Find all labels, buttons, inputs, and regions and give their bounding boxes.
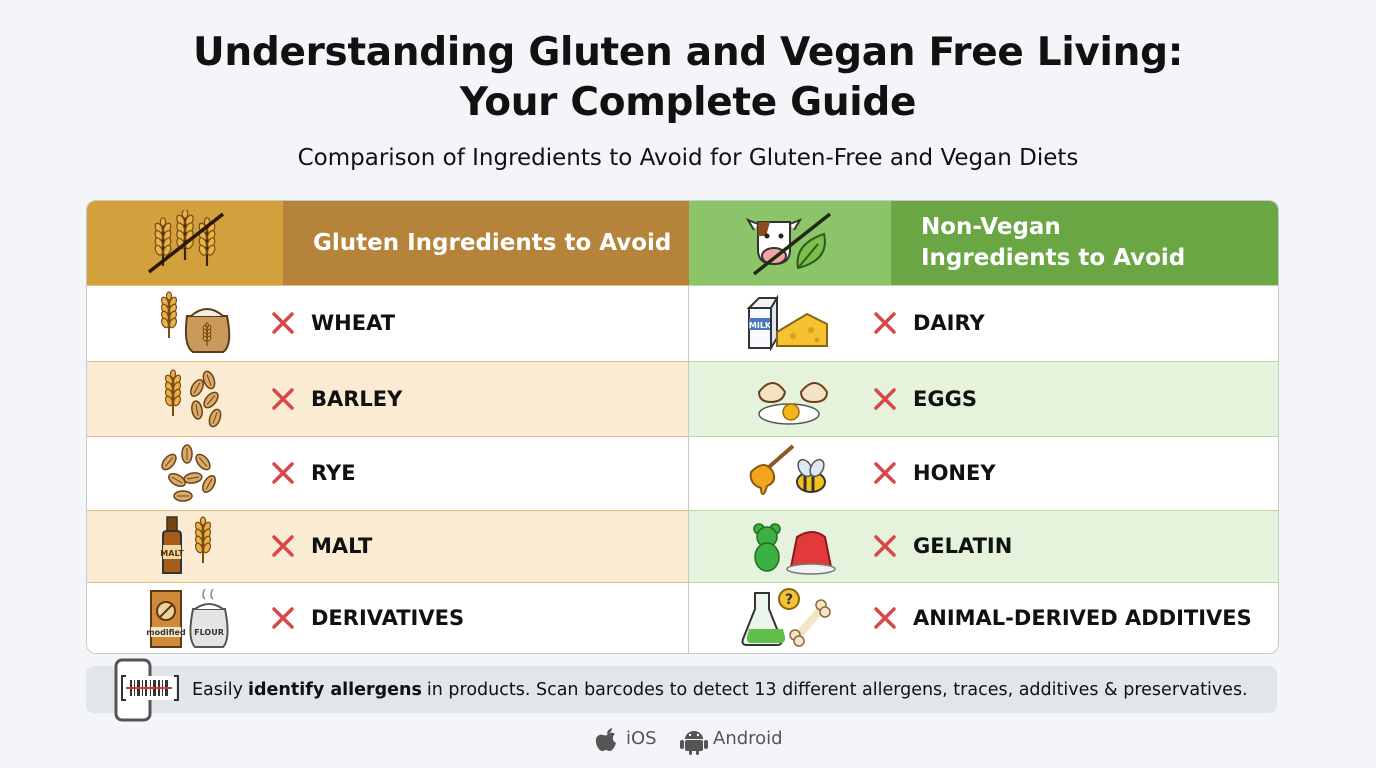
avoid-mark [272,387,294,410]
header-icon-cell [87,201,283,285]
platform-label: iOS [626,728,657,749]
ingredient-icon [164,368,222,427]
icon-cell [139,436,239,510]
icon-cell: MILK [741,285,841,361]
footer-text-part: Easily [192,679,243,700]
header-icon [745,212,832,276]
ingredient-label: DAIRY [913,311,985,335]
row-cell [87,361,689,436]
icon-cell: MALT [139,510,239,582]
ingredient-cell: DAIRY [873,285,985,361]
footer-text-part: in products. Scan barcodes to detect 13 … [426,679,1248,700]
title-line: Understanding Gluten and Vegan Free Livi… [193,30,1183,75]
icon-label: modified [146,628,186,637]
footer-banner: Easily identify allergens in products. S… [86,658,1277,722]
ingredient-label: MALT [311,534,373,558]
header-cell: Non-Vegan Ingredients to Avoid [891,201,1278,285]
avoid-mark [874,535,896,557]
icon-cell [741,510,841,582]
footer-text-bold: identify allergens [247,679,422,700]
title-line: Your Complete Guide [459,80,917,125]
avoid-mark [874,312,896,334]
avoid-mark [272,312,294,334]
ingredient-cell: WHEAT [271,285,395,361]
ingredient-cell: MALT [271,510,372,582]
comparison-table: Gluten Ingredients to Avoid WHEAT BARLEY RY… [86,200,1279,654]
header-icon-cell [689,201,891,285]
ingredient-icon: MILK [746,294,828,352]
subtitle: Comparison of Ingredients to Avoid for G… [297,145,1079,171]
header-text: Non-Vegan [921,214,1061,240]
footer-text: Easily identify allergens in products. S… [192,666,1253,713]
icon-cell [741,436,841,510]
ingredient-icon [749,444,826,496]
ingredient-icon: ? [741,587,831,647]
avoid-mark [272,535,294,557]
header-text: Gluten Ingredients to Avoid [313,229,672,256]
ingredient-label: WHEAT [311,311,396,335]
avoid-mark [874,462,896,484]
apple-icon [595,728,616,751]
ingredient-icon [160,291,231,353]
avoid-mark [272,606,294,629]
ingredient-icon [757,381,829,425]
platform-label: Android [713,728,783,749]
ingredient-label: ANIMAL-DERIVED ADDITIVES [913,605,1252,630]
icon-label: MALT [160,549,184,558]
ingredient-icon: modified FLOUR [146,588,229,648]
header-cell: Gluten Ingredients to Avoid [283,201,689,285]
icon-cell [139,361,239,436]
ingredient-label: GELATIN [913,534,1013,558]
ingredient-cell: ANIMAL-DERIVED ADDITIVES [873,582,1252,653]
ingredient-label: HONEY [913,461,996,485]
icon-label: MILK [749,321,772,330]
ingredient-label: BARLEY [311,386,403,411]
android-icon [680,731,708,755]
header-text: Ingredients to Avoid [921,245,1186,271]
ingredient-label: EGGS [913,386,977,411]
ingredient-cell: BARLEY [271,361,402,436]
ingredient-icon: MALT [160,516,212,574]
header-icon [147,210,225,274]
avoid-mark [874,387,896,410]
row-cell [87,582,689,653]
row-cell [87,510,689,582]
icon-cell: ? [741,582,841,653]
avoid-mark [874,606,896,629]
ingredient-cell: HONEY [873,436,996,510]
ingredient-icon [753,523,836,575]
icon-label: FLOUR [194,628,224,637]
icon-cell [741,361,841,436]
icon-cell: modified FLOUR [139,582,239,653]
ingredient-cell: RYE [271,436,356,510]
svg-text:?: ? [785,592,793,608]
avoid-mark [272,462,294,484]
row-cell [689,436,1278,510]
ingredient-cell: GELATIN [873,510,1012,582]
ingredient-label: RYE [311,461,356,485]
ingredient-cell: DERIVATIVES [271,582,464,653]
ingredient-cell: EGGS [873,361,977,436]
ingredient-label: DERIVATIVES [311,605,465,630]
icon-cell [139,285,239,361]
scan-icon [114,658,179,722]
ingredient-icon [161,444,216,502]
row-cell [689,285,1278,361]
